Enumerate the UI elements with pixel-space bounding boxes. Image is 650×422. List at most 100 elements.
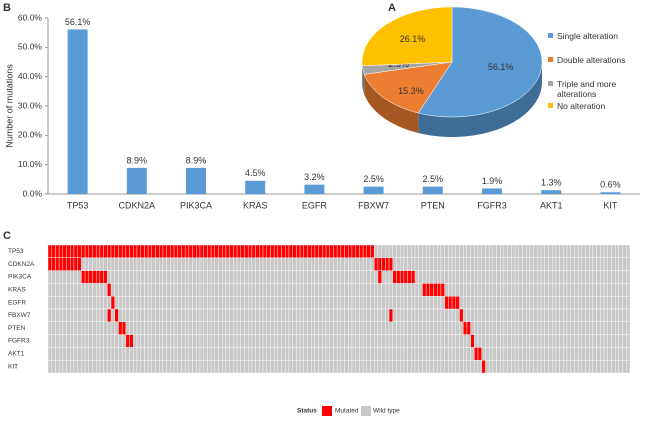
wild-type-cell: [310, 283, 316, 297]
legend-swatch: [361, 406, 371, 416]
wild-type-cell: [455, 308, 460, 323]
wild-type-cell: [559, 321, 564, 335]
wild-type-cell: [270, 257, 275, 271]
wild-type-cell: [88, 360, 93, 374]
wild-type-cell: [526, 257, 531, 271]
wild-type-cell: [603, 257, 608, 271]
row-label: KRAS: [8, 287, 26, 294]
wild-type-cell: [181, 296, 186, 310]
wild-type-cell: [296, 283, 301, 297]
bar: [126, 167, 147, 194]
wild-type-cell: [170, 360, 175, 374]
wild-type-cell: [407, 296, 412, 310]
mutated-cell: [55, 244, 60, 259]
bar: [304, 184, 325, 194]
wild-type-cell: [51, 270, 56, 284]
mutated-cell: [392, 270, 397, 284]
mutated-cell: [203, 244, 208, 259]
wild-type-cell: [518, 296, 523, 310]
wild-type-cell: [210, 360, 216, 374]
wild-type-cell: [566, 360, 571, 374]
wild-type-cell: [448, 321, 453, 335]
wild-type-cell: [121, 334, 127, 348]
wild-type-cell: [566, 347, 571, 361]
wild-type-cell: [88, 347, 93, 361]
wild-type-cell: [259, 283, 264, 297]
wild-type-cell: [214, 360, 219, 374]
wild-type-cell: [477, 321, 482, 335]
wild-type-cell: [84, 360, 89, 374]
wild-type-cell: [589, 347, 594, 361]
wild-type-cell: [440, 308, 445, 323]
wild-type-cell: [325, 308, 330, 323]
mutated-cell: [281, 244, 286, 259]
wild-type-cell: [518, 257, 523, 271]
wild-type-cell: [444, 244, 449, 259]
wild-type-cell: [199, 283, 204, 297]
wild-type-cell: [548, 321, 553, 335]
wild-type-cell: [603, 296, 608, 310]
wild-type-cell: [551, 308, 557, 323]
wild-type-cell: [273, 347, 279, 361]
wild-type-cell: [392, 347, 397, 361]
wild-type-cell: [329, 296, 334, 310]
wild-type-cell: [225, 257, 230, 271]
wild-type-cell: [88, 321, 93, 335]
wild-type-cell: [77, 270, 82, 284]
wild-type-cell: [296, 360, 301, 374]
wild-type-cell: [110, 270, 115, 284]
y-tick-label: 40.0%: [18, 71, 43, 81]
mutated-cell: [296, 244, 301, 259]
wild-type-cell: [255, 334, 260, 348]
wild-type-cell: [70, 283, 75, 297]
wild-type-cell: [166, 321, 171, 335]
wild-type-cell: [344, 283, 349, 297]
wild-type-cell: [95, 347, 101, 361]
wild-type-cell: [359, 257, 364, 271]
wild-type-cell: [433, 360, 438, 374]
mutated-cell: [170, 244, 175, 259]
wild-type-cell: [622, 308, 627, 323]
mutated-cell: [103, 244, 108, 259]
wild-type-cell: [188, 283, 193, 297]
wild-type-cell: [381, 360, 386, 374]
wild-type-cell: [336, 296, 342, 310]
wild-type-cell: [459, 283, 464, 297]
wild-type-cell: [422, 296, 427, 310]
wild-type-cell: [462, 257, 468, 271]
wild-type-cell: [314, 360, 319, 374]
wild-type-cell: [166, 270, 171, 284]
mutated-cell: [292, 244, 297, 259]
wild-type-cell: [522, 296, 527, 310]
wild-type-cell: [511, 321, 516, 335]
wild-type-cell: [129, 257, 134, 271]
wild-type-cell: [325, 296, 330, 310]
wild-type-cell: [77, 334, 82, 348]
wild-type-cell: [514, 308, 519, 323]
wild-type-cell: [192, 334, 197, 348]
wild-type-cell: [348, 283, 353, 297]
wild-type-cell: [477, 257, 482, 271]
wild-type-cell: [222, 308, 227, 323]
wild-type-cell: [574, 283, 579, 297]
wild-type-cell: [162, 347, 167, 361]
wild-type-cell: [340, 257, 345, 271]
wild-type-cell: [600, 321, 605, 335]
wild-type-cell: [129, 308, 134, 323]
mutated-cell: [340, 244, 345, 259]
wild-type-cell: [147, 308, 152, 323]
wild-type-cell: [225, 347, 230, 361]
wild-type-cell: [229, 283, 234, 297]
wild-type-cell: [488, 283, 494, 297]
wild-type-cell: [281, 308, 286, 323]
mutated-cell: [437, 283, 442, 297]
mutated-cell: [307, 244, 312, 259]
wild-type-cell: [103, 321, 108, 335]
wild-type-cell: [303, 347, 308, 361]
wild-type-cell: [270, 296, 275, 310]
wild-type-cell: [333, 321, 338, 335]
wild-type-cell: [199, 360, 204, 374]
wild-type-cell: [399, 360, 405, 374]
wild-type-cell: [511, 360, 516, 374]
wild-type-cell: [492, 334, 497, 348]
